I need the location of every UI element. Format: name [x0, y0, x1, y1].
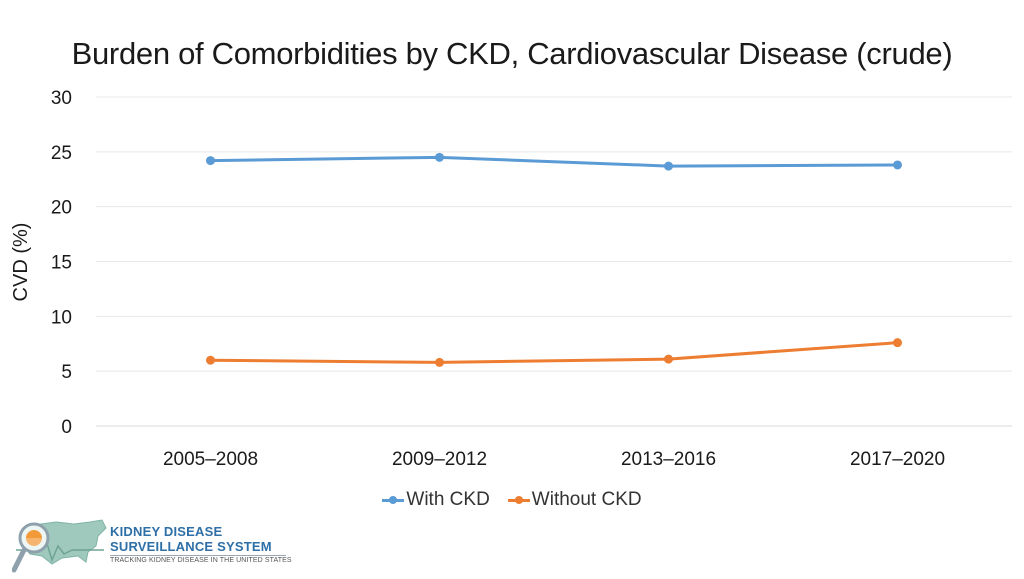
x-tick-label: 2017–2020: [850, 449, 945, 470]
y-tick-label: 30: [51, 88, 72, 109]
series-line-with-ckd: [210, 155, 898, 168]
data-point-with-ckd: [206, 156, 215, 166]
x-axis-ticks: 2005–2008 2009–2012 2013–2016 2017–2020: [163, 449, 945, 470]
x-tick-label: 2013–2016: [621, 449, 716, 470]
data-point-without-ckd: [435, 357, 444, 367]
series-line-without-ckd: [210, 341, 898, 364]
us-map-magnifier-icon: [11, 519, 107, 573]
data-point-without-ckd: [206, 355, 215, 365]
data-point-with-ckd: [664, 161, 673, 171]
logo-subtitle: SURVEILLANCE SYSTEM: [110, 539, 272, 554]
data-point-without-ckd: [664, 354, 673, 364]
legend-swatch-with-ckd: [382, 495, 405, 504]
line-chart: 0 5 10 15 20 25 30 2005–2008 2009–2012 2013–2016…: [10, 88, 1012, 470]
chart-title: Burden of Comorbidities by CKD, Cardiova…: [71, 36, 953, 71]
y-tick-label: 5: [61, 362, 72, 383]
logo-title: KIDNEY DISEASE: [110, 524, 223, 539]
x-tick-label: 2005–2008: [163, 449, 258, 470]
data-point-with-ckd: [435, 152, 444, 162]
chart-legend: With CKD Without CKD: [0, 489, 1024, 511]
data-point-without-ckd: [893, 338, 902, 348]
y-axis-ticks: 0 5 10 15 20 25 30: [51, 88, 72, 438]
logo-divider: [110, 555, 286, 556]
y-tick-label: 25: [51, 143, 72, 164]
series: [206, 152, 902, 367]
x-tick-label: 2009–2012: [392, 449, 487, 470]
logo-tagline: TRACKING KIDNEY DISEASE IN THE UNITED ST…: [110, 557, 292, 564]
legend-label-without-ckd: Without CKD: [531, 489, 642, 510]
y-tick-label: 20: [51, 198, 72, 219]
legend-swatch-without-ckd: [507, 495, 530, 504]
legend-label-with-ckd: With CKD: [406, 489, 490, 510]
y-tick-label: 0: [61, 417, 72, 438]
legend-item-without-ckd: Without CKD: [507, 489, 642, 511]
legend-item-with-ckd: With CKD: [382, 489, 490, 511]
y-axis-label: CVD (%): [10, 223, 32, 302]
y-tick-label: 15: [51, 253, 72, 274]
data-point-with-ckd: [893, 160, 902, 170]
gridlines: [96, 96, 1012, 427]
kidney-disease-surveillance-logo: KIDNEY DISEASE SURVEILLANCE SYSTEM TRACK…: [11, 516, 302, 576]
y-tick-label: 10: [51, 307, 72, 328]
